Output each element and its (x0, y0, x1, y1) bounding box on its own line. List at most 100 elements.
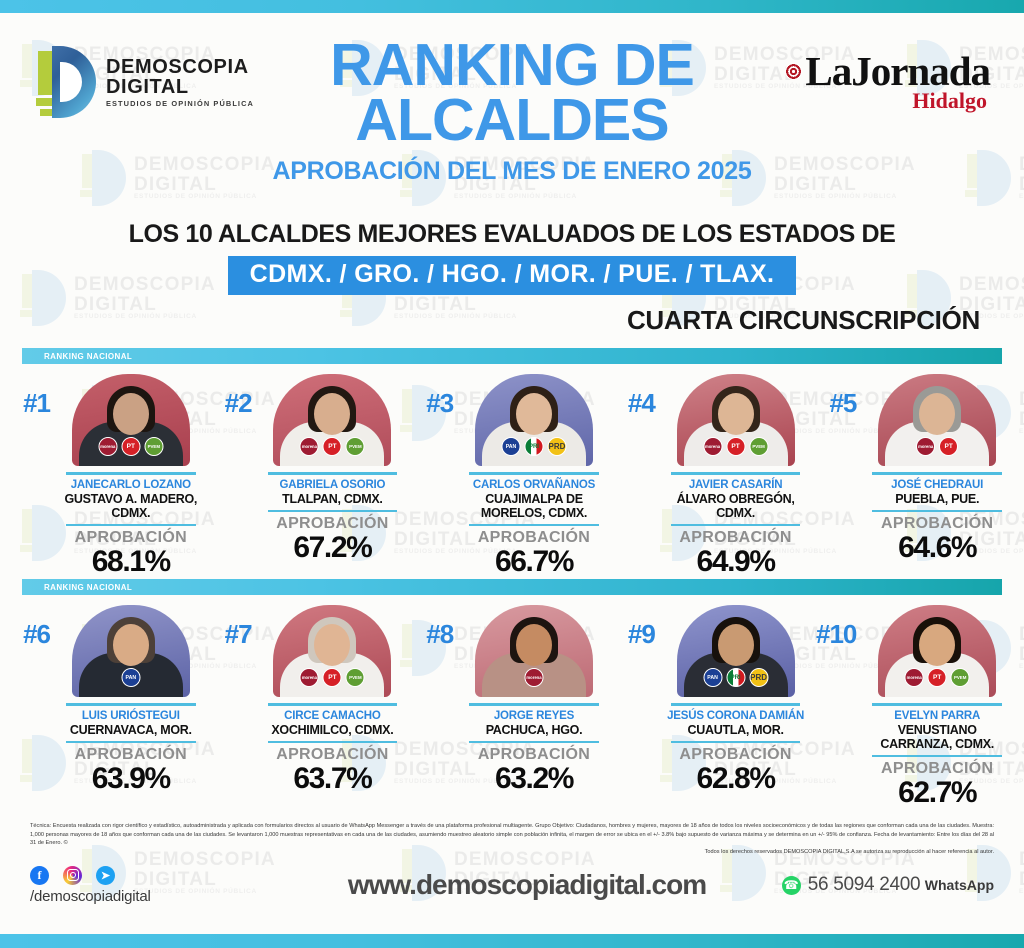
card-divider-bottom (469, 523, 599, 526)
candidate-place: GUSTAVO A. MADERO, CDMX. (64, 491, 198, 520)
whatsapp-label: WhatsApp (924, 877, 994, 893)
social-handle[interactable]: /demoscopiadigital (30, 887, 151, 905)
rank-number: #7 (224, 619, 253, 649)
card-divider-top (469, 703, 599, 706)
party-badges: morena PT PVEM (299, 437, 365, 456)
approval-value: 63.7% (293, 762, 372, 795)
candidate-place: CUAUTLA, MOR. (687, 722, 784, 737)
ranking-card: #8 morena JORGE REYES PACHUCA, HGO. APROBACI… (411, 595, 613, 810)
party-badge-pan: PAN (703, 668, 723, 687)
logo-line-1: DEMOSCOPIA (106, 55, 249, 78)
candidate-photo: PAN (71, 605, 190, 697)
party-badge-pt: PT (322, 668, 342, 687)
party-badges: PAN PRI PRD (703, 668, 769, 687)
ranking-card: #1 morena PT PVEM JANECARLO LOZANO GUSTAVO A.… (8, 364, 210, 579)
party-badges: morena (524, 668, 544, 687)
card-divider-top (66, 472, 196, 475)
party-badge-pri: PRI (524, 437, 544, 456)
logo-line-2: DIGITAL (106, 75, 189, 98)
approval-label: APROBACIÓN (74, 529, 187, 546)
title-line-2: ALCALDES (355, 87, 669, 154)
candidate-place: VENUSTIANO CARRANZA, CDMX. (880, 722, 994, 751)
title-line-1: RANKING DE (330, 32, 695, 98)
page-title: RANKING DE ALCALDES (0, 32, 1024, 154)
rank-number: #2 (224, 388, 253, 418)
party-badge-morena: morena (98, 437, 118, 456)
bottom-accent-bar (0, 934, 1024, 948)
instagram-icon[interactable] (63, 865, 82, 885)
candidate-name: EVELYN PARRA (894, 709, 981, 722)
party-badge-pvem: PVEM (345, 437, 365, 456)
card-divider-top (872, 703, 1002, 706)
card-divider-top (670, 472, 801, 475)
party-badge-pri: PRI (726, 668, 746, 687)
candidate-photo: morena (474, 605, 593, 697)
rank-number: #8 (426, 619, 454, 649)
party-badge-pt: PT (726, 437, 746, 456)
ranking-card: #4 morena PT PVEM JAVIER CASARÍN ÁLVARO OBREG… (613, 364, 815, 579)
party-badge-pvem: PVEM (749, 437, 769, 456)
logo-tagline: ESTUDIOS DE OPINIÓN PÚBLICA (106, 98, 254, 108)
candidate-photo: PAN PRI PRD (676, 605, 795, 697)
party-badge-morena: morena (524, 668, 544, 687)
party-badge-pt: PT (322, 437, 342, 456)
candidate-photo: PAN PRI PRD (474, 374, 593, 466)
ranking-row-1: #1 morena PT PVEM JANECARLO LOZANO GUSTAVO A.… (0, 364, 1024, 579)
card-divider-bottom (469, 740, 599, 743)
candidate-name: JANECARLO LOZANO (70, 478, 191, 491)
ranking-row-2: #6 PAN LUIS URIÓSTEGUI CUERNAVACA, MOR. APRO… (0, 595, 1024, 810)
ranking-card: #2 morena PT PVEM GABRIELA OSORIO TLALPAN, CD… (210, 364, 412, 579)
rank-number: #5 (829, 388, 857, 418)
card-divider-bottom (66, 740, 196, 743)
candidate-place: CUAJIMALPA DE MORELOS, CDMX. (480, 491, 588, 520)
facebook-icon[interactable]: f (30, 865, 49, 885)
candidate-place: TLALPAN, CDMX. (282, 491, 383, 506)
candidate-name: CIRCE CAMACHO (284, 709, 381, 722)
whatsapp-block[interactable]: ☎ 56 5094 2400 WhatsApp (754, 874, 994, 896)
page-subtitle: APROBACIÓN DEL MES DE ENERO 2025 (272, 156, 752, 185)
ranking-banner-label: RANKING NACIONAL (44, 351, 133, 361)
approval-value: 62.7% (898, 776, 977, 809)
card-divider-bottom (66, 523, 196, 526)
card-divider-bottom (670, 740, 801, 743)
legal-text: Técnica: Encuesta realizada con rigor ci… (0, 822, 1024, 856)
candidate-name: GABRIELA OSORIO (279, 478, 386, 491)
twitter-icon[interactable]: ➤ (96, 865, 115, 885)
ranking-banner-bottom: RANKING NACIONAL (22, 579, 1002, 595)
card-divider-bottom (267, 509, 398, 512)
party-badges: PAN (121, 668, 141, 687)
party-badge-prd: PRD (749, 668, 769, 687)
ranking-card: #10 morena PT PVEM EVELYN PARRA VENUSTIANO CA… (814, 595, 1016, 810)
card-divider-top (267, 703, 398, 706)
candidate-name: JORGE REYES (493, 709, 575, 722)
candidate-place: PACHUCA, HGO. (485, 722, 583, 737)
ranking-card: #5 morena PT JOSÉ CHEDRAUI PUEBLA, PUE. APROB… (814, 364, 1016, 579)
rank-number: #4 (627, 388, 656, 418)
la-jornada-logo: LaJornada Hidalgo (785, 51, 991, 112)
party-badges: morena PT PVEM (904, 668, 970, 687)
party-badges: morena PT PVEM (703, 437, 769, 456)
card-divider-top (872, 472, 1002, 475)
card-divider-top (267, 472, 398, 475)
party-badge-pvem: PVEM (144, 437, 164, 456)
approval-value: 67.2% (293, 531, 372, 564)
website-url[interactable]: www.demoscopiadigital.com (347, 869, 707, 900)
ranking-banner-label: RANKING NACIONAL (44, 582, 133, 592)
candidate-photo: morena PT PVEM (676, 374, 795, 466)
approval-value: 68.1% (91, 545, 171, 578)
approval-label: APROBACIÓN (74, 746, 187, 763)
approval-value: 66.7% (494, 545, 574, 578)
social-block: f ➤ /demoscopiadigital (30, 865, 300, 905)
party-badge-morena: morena (299, 668, 319, 687)
candidate-name: JESÚS CORONA DAMIÁN (667, 709, 805, 722)
rank-number: #1 (23, 388, 51, 418)
party-badge-morena: morena (703, 437, 723, 456)
card-divider-bottom (267, 740, 398, 743)
jornada-spiral-icon (785, 62, 803, 80)
party-badges: morena PT (916, 437, 959, 456)
candidate-photo: morena PT PVEM (273, 374, 392, 466)
card-divider-bottom (670, 523, 801, 526)
legal-rights: Todos los derechos reservados DEMOSCOPIA… (704, 848, 994, 855)
approval-label: APROBACIÓN (477, 529, 591, 546)
title-block: RANKING DE ALCALDES APROBACIÓN DEL MES D… (0, 32, 1024, 186)
